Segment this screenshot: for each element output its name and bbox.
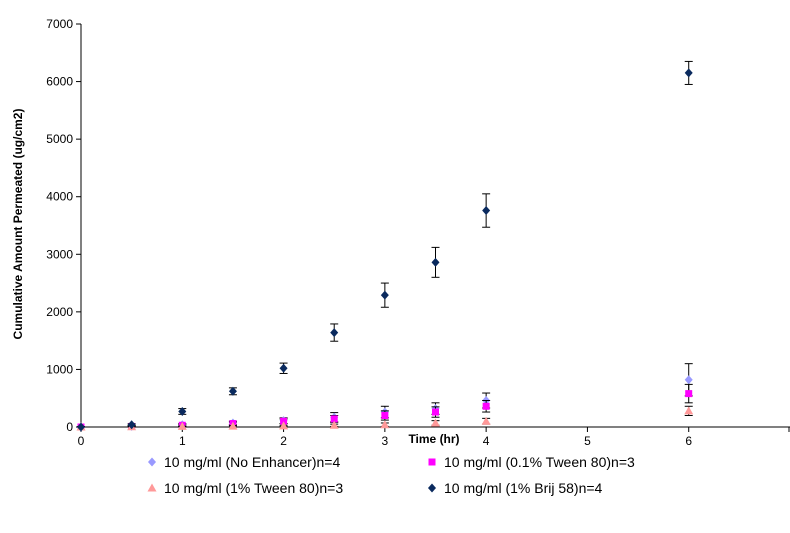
y-tick-label: 0: [66, 420, 73, 434]
y-tick-label: 6000: [46, 75, 73, 89]
series-4: [77, 60, 693, 432]
data-point: [279, 363, 288, 373]
data-point: [77, 422, 85, 432]
data-point: [330, 415, 338, 423]
y-tick-label: 2000: [46, 305, 73, 319]
legend: 10 mg/ml (No Enhancer)n=4 10 mg/ml (0.1% …: [147, 454, 635, 496]
x-tick-label: 4: [483, 434, 490, 448]
data-point: [178, 406, 187, 416]
data-marks: [76, 60, 694, 432]
x-axis-ticks: 0 1 2 3 4 5 6: [78, 427, 790, 448]
x-axis-title: Time (hr): [408, 432, 459, 446]
y-tick-label: 3000: [46, 247, 73, 261]
y-tick-label: 4000: [46, 190, 73, 204]
data-point: [380, 420, 390, 429]
data-point: [228, 421, 238, 430]
legend-marker: [428, 483, 436, 493]
legend-entry: 10 mg/ml (No Enhancer)n=4: [164, 454, 340, 470]
data-point: [127, 420, 136, 430]
data-point: [481, 416, 491, 425]
data-point: [431, 418, 440, 427]
data-point: [279, 421, 289, 430]
axes: [80, 24, 790, 428]
x-tick-label: 0: [78, 434, 85, 448]
data-point: [177, 421, 187, 430]
x-tick-label: 2: [280, 434, 287, 448]
legend-marker: [147, 483, 157, 492]
x-tick-label: 3: [382, 434, 389, 448]
y-axis-ticks: 0 1000 2000 3000 4000 5000 6000 7000: [46, 17, 81, 434]
y-axis-title: Cumulative Amount Permeated (ug/cm2): [11, 109, 25, 340]
data-point: [685, 390, 693, 398]
x-tick-label: 1: [179, 434, 186, 448]
data-point: [329, 420, 339, 429]
data-point: [482, 206, 491, 216]
data-point: [684, 375, 693, 385]
legend-entry: 10 mg/ml (0.1% Tween 80)n=3: [444, 454, 635, 470]
data-point: [431, 257, 440, 267]
legend-entry: 10 mg/ml (1% Brij 58)n=4: [444, 480, 603, 496]
data-point: [330, 328, 339, 338]
y-tick-label: 5000: [46, 132, 73, 146]
data-point: [228, 386, 237, 396]
data-point: [381, 411, 389, 419]
data-point: [432, 408, 439, 416]
y-tick-label: 1000: [46, 362, 73, 376]
y-tick-label: 7000: [46, 17, 73, 31]
legend-entry: 10 mg/ml (1% Tween 80)n=3: [164, 480, 343, 496]
data-point: [280, 417, 288, 425]
data-point: [684, 406, 694, 415]
legend-marker: [148, 457, 156, 467]
data-point: [380, 290, 389, 300]
x-tick-label: 6: [685, 434, 692, 448]
x-tick-label: 5: [584, 434, 591, 448]
data-point: [482, 402, 490, 410]
legend-marker: [428, 458, 436, 466]
data-point: [684, 68, 693, 78]
